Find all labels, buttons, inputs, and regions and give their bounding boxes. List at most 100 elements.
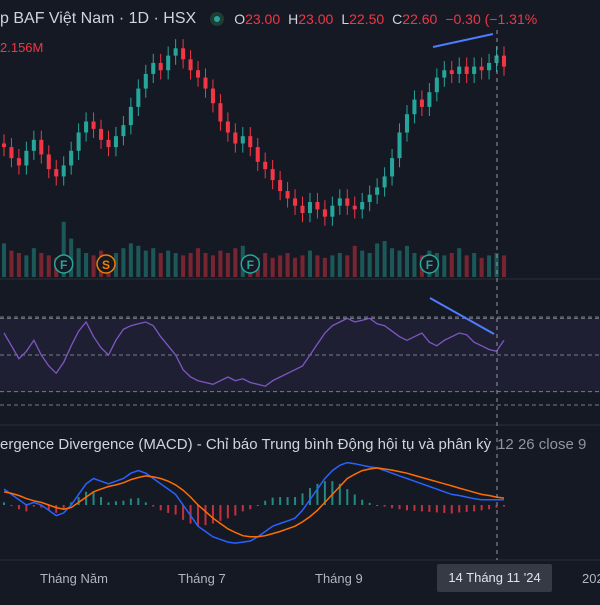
macd-histogram-bar [353,494,356,505]
volume-bar [367,253,372,277]
candle-body [427,92,432,107]
volume-bar [218,250,223,277]
volume-bar [390,248,395,277]
candle-body [196,70,201,78]
volume-bar [270,257,275,277]
candle-body [494,55,499,63]
macd-histogram-bar [226,505,229,519]
macd-histogram-bar [368,502,371,505]
macd-pane [3,461,505,544]
candle-body [472,66,477,74]
macd-histogram-bar [137,498,140,505]
candle-body [1,143,7,148]
volume-bar [121,248,126,277]
symbol-title[interactable]: p BAF Việt Nam · 1D · HSX [0,10,197,27]
event-badge-label: F [247,258,254,272]
volume-bar [501,255,507,277]
candle-body [352,205,357,210]
macd-histogram-bar [17,505,20,510]
price-candles [1,39,507,226]
candle-body [225,121,230,133]
candle-body [382,176,387,188]
macd-histogram-bar [495,505,498,508]
high-label: H [288,11,299,27]
volume-bar [173,253,178,277]
signal-line [3,467,505,538]
event-badge: F [53,254,74,274]
candle-body [434,77,439,93]
macd-histogram-bar [234,505,237,516]
candle-body [76,132,81,151]
macd-histogram-bar [62,505,65,509]
candle-body [181,48,186,60]
event-badge-circle [53,254,74,274]
macd-histogram-bar [122,500,125,505]
volume-bar [128,243,133,277]
volume-bar [442,255,447,277]
candle-body [121,125,126,137]
candle-body [285,191,290,199]
macd-histogram-bar [428,505,431,512]
macd-histogram-bar [100,497,103,505]
macd-histogram-bar [503,505,505,507]
candle-body [457,66,462,74]
crosshair-date-label: 14 Tháng 11 '24 [437,564,552,592]
candle-body [98,128,104,140]
macd-histogram-bar [152,505,155,507]
volume-bar [91,255,96,277]
volume-bar [1,243,7,277]
macd-params: 12 26 close 9 [497,436,587,453]
volume-bar [375,243,380,277]
macd-histogram-bar [264,500,267,505]
high-value: 23.00 [298,11,334,27]
macd-histogram-bar [450,505,453,514]
event-badge: F [419,254,440,274]
candle-body [315,202,320,210]
close-label: C [392,11,403,27]
volume-bar [113,253,118,277]
macd-line [3,461,504,544]
macd-histogram-bar [249,505,252,510]
event-badge: F [240,254,261,274]
volume-bar [300,255,305,277]
volume-bar [404,245,410,277]
volume-bar [449,253,454,277]
volume-bar [397,250,402,277]
candle-body [46,154,51,170]
candle-body [106,139,111,148]
macd-histogram-bar [465,505,468,512]
volume-bar [143,250,148,277]
macd-histogram-bar [241,505,244,512]
macd-histogram-bar [361,499,364,505]
candle-body [210,88,215,104]
macd-histogram-bar [391,505,394,509]
candle-body [151,62,156,74]
candle-body [412,99,417,115]
volume-bar [158,253,163,277]
macd-histogram-bar [32,505,35,507]
candle-body [404,114,410,133]
x-label-thang-7: Tháng 7 [178,571,226,586]
candle-body [270,169,275,181]
volume-bar [322,257,327,277]
volume-bar [203,253,208,277]
candle-body [300,205,305,214]
volume-bar [345,255,350,277]
volume-bar [464,255,469,277]
macd-histogram-bar [286,497,289,505]
low-value: 22.50 [349,11,385,27]
market-status-icon [210,12,225,26]
macd-legend[interactable]: ergence Divergence (MACD) - Chỉ báo Trun… [0,436,586,453]
open-label: O [234,11,246,27]
macd-histogram-bar [114,501,117,505]
volume-bar [360,250,365,277]
candle-body [9,147,14,159]
candle-body [203,77,208,89]
volume-bar [337,253,342,277]
change-value: −0.30 (−1.31% [445,11,538,27]
volume-bar [472,253,477,277]
candle-body [218,103,223,122]
rsi-pane [3,317,505,387]
